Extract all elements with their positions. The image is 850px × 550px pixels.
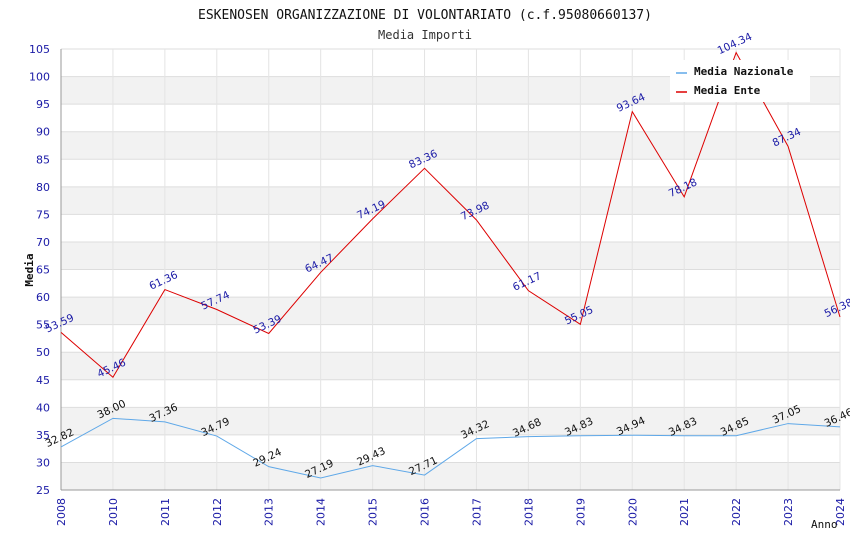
- y-tick-label: 95: [36, 98, 50, 111]
- x-tick-label: 2022: [730, 498, 743, 526]
- x-tick-label: 2008: [55, 498, 68, 526]
- y-tick-label: 25: [36, 484, 50, 497]
- grid-band: [61, 462, 840, 490]
- x-tick-label: 2018: [522, 498, 535, 526]
- y-tick-label: 70: [36, 236, 50, 249]
- y-tick-label: 100: [29, 71, 50, 84]
- y-tick-label: 55: [36, 319, 50, 332]
- legend-entry-media-ente: Media Ente: [694, 84, 761, 97]
- y-tick-label: 60: [36, 291, 50, 304]
- y-tick-label: 80: [36, 181, 50, 194]
- grid-band: [61, 186, 840, 215]
- legend-entry-media-nazionale: Media Nazionale: [694, 65, 794, 78]
- data-label-media-ente: 61.36: [147, 269, 180, 293]
- y-tick-label: 35: [36, 429, 50, 442]
- y-tick-label: 75: [36, 208, 50, 221]
- chart-title: ESKENOSEN ORGANIZZAZIONE DI VOLONTARIATO…: [198, 8, 652, 23]
- x-tick-label: 2021: [678, 498, 691, 526]
- x-tick-label: 2020: [626, 498, 639, 526]
- y-tick-label: 65: [36, 264, 50, 277]
- grid-band: [61, 407, 840, 435]
- grid-band: [61, 297, 840, 325]
- y-tick-label: 40: [36, 401, 50, 414]
- chart-subtitle: Media Importi: [378, 28, 472, 42]
- y-axis-label: Media: [23, 253, 36, 286]
- x-tick-label: 2024: [834, 498, 847, 526]
- y-tick-label: 105: [29, 43, 50, 56]
- x-axis-label: Anno: [811, 518, 838, 531]
- x-tick-label: 2019: [574, 498, 587, 526]
- x-tick-label: 2014: [315, 498, 328, 526]
- legend: Media Nazionale Media Ente: [670, 60, 810, 102]
- x-tick-label: 2017: [470, 498, 483, 526]
- x-tick-label: 2015: [367, 498, 380, 526]
- y-tick-label: 90: [36, 126, 50, 139]
- x-tick-label: 2016: [419, 498, 432, 526]
- y-tick-label: 85: [36, 153, 50, 166]
- y-tick-label: 45: [36, 374, 50, 387]
- series-line-media-nazionale: [60, 417, 841, 479]
- x-tick-label: 2012: [211, 498, 224, 526]
- grid-band: [61, 352, 840, 380]
- x-tick-label: 2010: [107, 498, 120, 526]
- x-tick-label: 2013: [263, 498, 276, 526]
- data-label-media-ente: 53.59: [44, 312, 76, 336]
- x-tick-label: 2023: [782, 498, 795, 526]
- grid-band: [61, 131, 840, 160]
- x-tick-label: 2011: [159, 498, 172, 526]
- data-label-media-ente: 104.34: [716, 31, 755, 58]
- y-tick-label: 30: [36, 456, 50, 469]
- grid-band: [61, 241, 840, 270]
- series-line-media-ente: [60, 51, 841, 378]
- y-tick-label: 50: [36, 346, 50, 359]
